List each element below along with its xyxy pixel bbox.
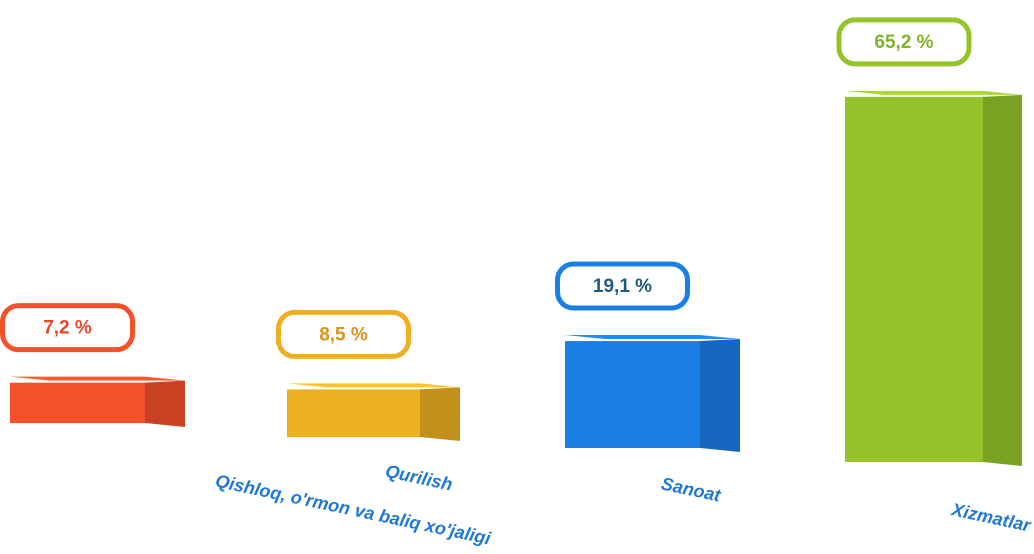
- bar-side: [145, 380, 185, 427]
- bar: [845, 96, 983, 462]
- bar-side: [420, 387, 460, 441]
- category-label: Xizmatlar: [949, 499, 1033, 536]
- value-label: 65,2 %: [874, 32, 933, 53]
- category-label: Qurilish: [384, 461, 455, 495]
- value-label: 19,1 %: [593, 276, 652, 297]
- value-label: 7,2 %: [43, 318, 92, 339]
- value-badge: [276, 309, 411, 359]
- bar-top: [565, 335, 740, 340]
- value-label: 8,5 %: [319, 324, 368, 345]
- value-badge: [836, 17, 972, 67]
- bar-side: [700, 339, 740, 452]
- bar-top: [287, 383, 460, 388]
- bar-top: [10, 376, 185, 381]
- bar-side: [983, 94, 1022, 466]
- bar: [287, 389, 420, 437]
- category-label: Sanoat: [659, 474, 723, 506]
- bar: [10, 382, 145, 423]
- value-badge: [555, 261, 690, 311]
- bar: [565, 341, 700, 448]
- bar-top: [845, 90, 1022, 95]
- value-badge: [0, 303, 135, 353]
